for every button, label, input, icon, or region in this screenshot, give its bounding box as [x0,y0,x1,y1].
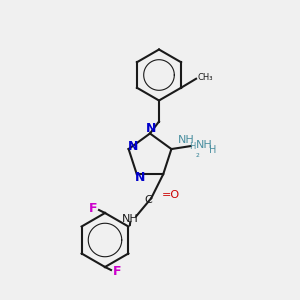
Text: H: H [189,142,196,151]
Text: H: H [209,145,216,154]
Text: N: N [146,122,157,136]
Text: NH: NH [177,134,194,145]
Text: F: F [89,202,97,215]
Text: ₂: ₂ [195,148,199,158]
Text: F: F [113,265,121,278]
Text: N: N [128,140,138,152]
Text: N: N [135,171,145,184]
Text: =O: =O [162,190,180,200]
Text: C: C [144,195,152,205]
Text: NH: NH [195,140,212,149]
Text: NH: NH [122,214,139,224]
Text: CH₃: CH₃ [198,73,213,82]
